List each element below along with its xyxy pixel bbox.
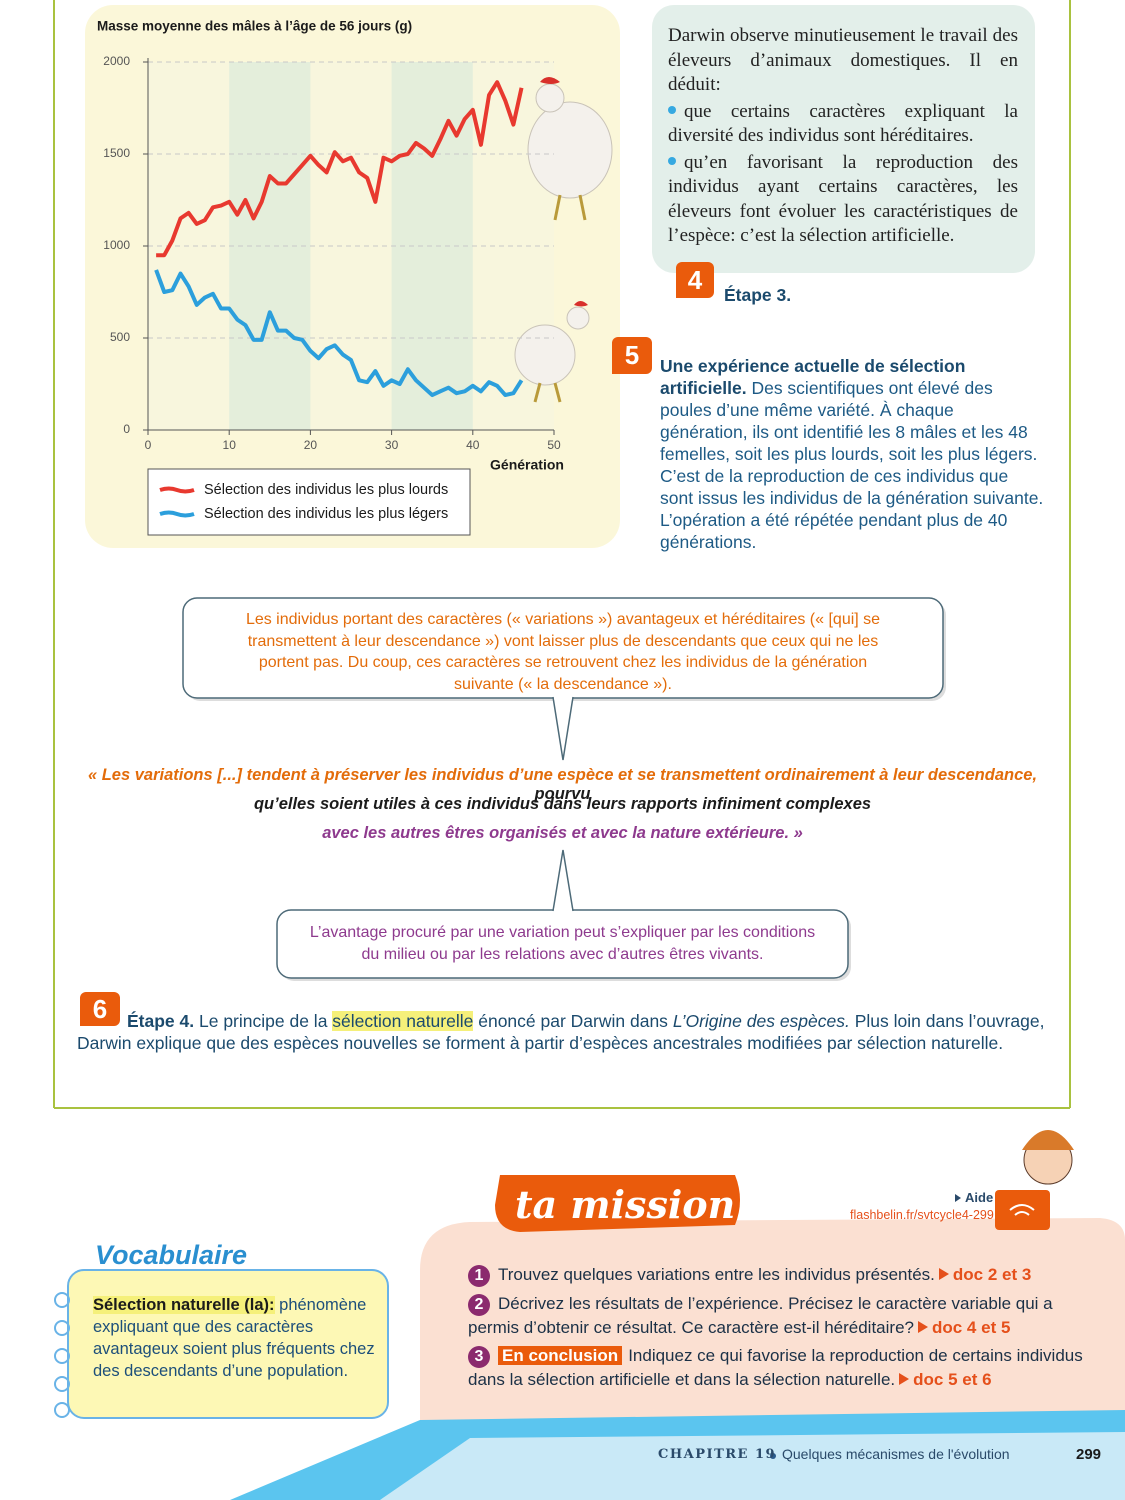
doc4-bullet: que certains caractères expliquant la di…	[668, 100, 1018, 149]
bubble-bottom	[276, 849, 851, 981]
vocabulary-text: Sélection naturelle (la): phénomène expl…	[93, 1294, 383, 1382]
x-tick-label: 10	[223, 438, 237, 452]
bubble-top-text: Les individus portant des caractères (« …	[245, 611, 881, 693]
doc6-text: Étape 4. Le principe de la sélection nat…	[77, 1010, 1047, 1054]
bullet-text: que certains caractères expliquant la di…	[668, 100, 1018, 147]
doc4-box	[652, 5, 1035, 273]
footer-title: Quelques mécanismes de l'évolution	[782, 1446, 1010, 1462]
x-axis-label: Génération	[490, 457, 564, 473]
doc6-text-part: énoncé par Darwin dans	[478, 1011, 668, 1031]
data-line	[154, 269, 524, 398]
bubble-top	[182, 597, 946, 761]
legend-label: Sélection des individus les plus lourds	[204, 482, 448, 498]
x-tick-label: 20	[304, 438, 318, 452]
x-tick-label: 0	[145, 438, 152, 452]
legend-label: Sélection des individus les plus légers	[204, 506, 448, 522]
legend-swatch	[159, 486, 195, 494]
y-tick-label: 1000	[103, 238, 130, 252]
doc4-bullet: qu’en favorisant la reproduction des ind…	[668, 151, 1018, 249]
doc5-text: Une expérience actuelle de sélection art…	[660, 355, 1045, 553]
vocabulary-rings	[54, 1292, 70, 1418]
quote-black: pourvu	[534, 785, 591, 803]
doc4-paragraph: Darwin observe minutieusement le travail…	[668, 25, 1018, 95]
footer-band-light	[380, 1432, 1125, 1500]
chart-title: Masse moyenne des mâles à l’âge de 56 jo…	[97, 19, 412, 34]
item-tag: En conclusion	[498, 1346, 623, 1365]
item-ref: doc 2 et 3	[952, 1265, 1032, 1284]
y-tick-label: 2000	[103, 54, 130, 68]
data-line	[156, 80, 524, 258]
mission-item: 1 Trouvez quelques variations entre les i…	[468, 1263, 1098, 1287]
quote-line: avec les autres êtres organisés et avec …	[322, 824, 803, 842]
x-tick-label: 50	[547, 438, 561, 452]
x-tick-label: 40	[466, 438, 480, 452]
doc6-book: L’Origine des espèces.	[672, 1011, 850, 1031]
mission-header	[495, 1175, 740, 1232]
doc6-text-part: Plus loin dans l’ouvrage, Darwin expliqu…	[77, 1011, 1045, 1053]
y-tick-label: 0	[123, 422, 130, 436]
page-number: 299	[1076, 1446, 1102, 1463]
legend-swatch	[159, 510, 195, 518]
doc-number: 4	[676, 262, 714, 298]
doc-number: 5	[612, 337, 652, 374]
vocabulary-term: Sélection naturelle (la):	[93, 1296, 275, 1314]
vocabulary-definition: phénomène expliquant que des caractères …	[93, 1296, 375, 1380]
quote-line: « Les variations [...] tendent à préserv…	[60, 766, 1065, 804]
vocabulary-title: Vocabulaire	[95, 1240, 248, 1270]
mission-item: 2 Décrivez les résultats de l’expérience.…	[468, 1292, 1078, 1340]
y-tick-label: 1500	[103, 146, 130, 160]
item-ref: doc 5 et 6	[913, 1370, 992, 1389]
x-tick-label: 30	[385, 438, 399, 452]
item-text: Trouvez quelques variations entre les in…	[498, 1265, 935, 1284]
doc4-caption: Étape 3.	[724, 285, 792, 305]
item-text: Décrivez les résultats de l’expérience. …	[468, 1294, 1053, 1337]
bullet-text: qu’en favorisant la reproduction des ind…	[668, 151, 1018, 247]
doc4-text: Darwin observe minutieusement le travail…	[668, 24, 1018, 249]
item-text: Indiquez ce qui favorise la reproduction…	[468, 1346, 1083, 1389]
item-number: 1	[468, 1265, 490, 1287]
doc6-highlight: sélection naturelle	[332, 1011, 474, 1031]
computer-icon	[995, 1130, 1074, 1230]
item-number: 3	[468, 1346, 490, 1368]
item-ref: doc 4 et 5	[931, 1318, 1011, 1337]
help-text: Aide	[965, 1190, 994, 1205]
quote-orange: « Les variations [...] tendent à préserv…	[87, 766, 1038, 784]
y-tick-label: 500	[110, 330, 130, 344]
legend-box	[147, 468, 471, 536]
mission-item: 3 En conclusion Indiquez ce qui favorise l…	[468, 1344, 1098, 1392]
plot-band	[391, 62, 473, 430]
bubble-bottom-text: L’avantage procuré par une variation peu…	[309, 924, 816, 963]
item-number: 2	[468, 1294, 490, 1316]
doc6-text-part: Le principe de la	[199, 1011, 328, 1031]
help-label: Aide	[955, 1190, 993, 1205]
mission-title: ta mission	[515, 1182, 736, 1227]
doc-number: 6	[80, 992, 120, 1026]
quote-line: qu’elles soient utiles à ces individus d…	[253, 795, 872, 813]
doc5-title: Une expérience actuelle de sélection art…	[660, 356, 966, 398]
doc5-body: Des scientifiques ont élevé des poules d…	[660, 378, 1044, 552]
hen-light	[514, 301, 590, 403]
footer-dot	[770, 1453, 776, 1459]
footer-chapter: CHAPITRE 19	[658, 1447, 777, 1462]
hen-heavy	[527, 77, 613, 221]
doc6-label: Étape 4.	[127, 1011, 195, 1031]
help-link[interactable]: flashbelin.fr/svtcycle4-299	[850, 1208, 994, 1222]
